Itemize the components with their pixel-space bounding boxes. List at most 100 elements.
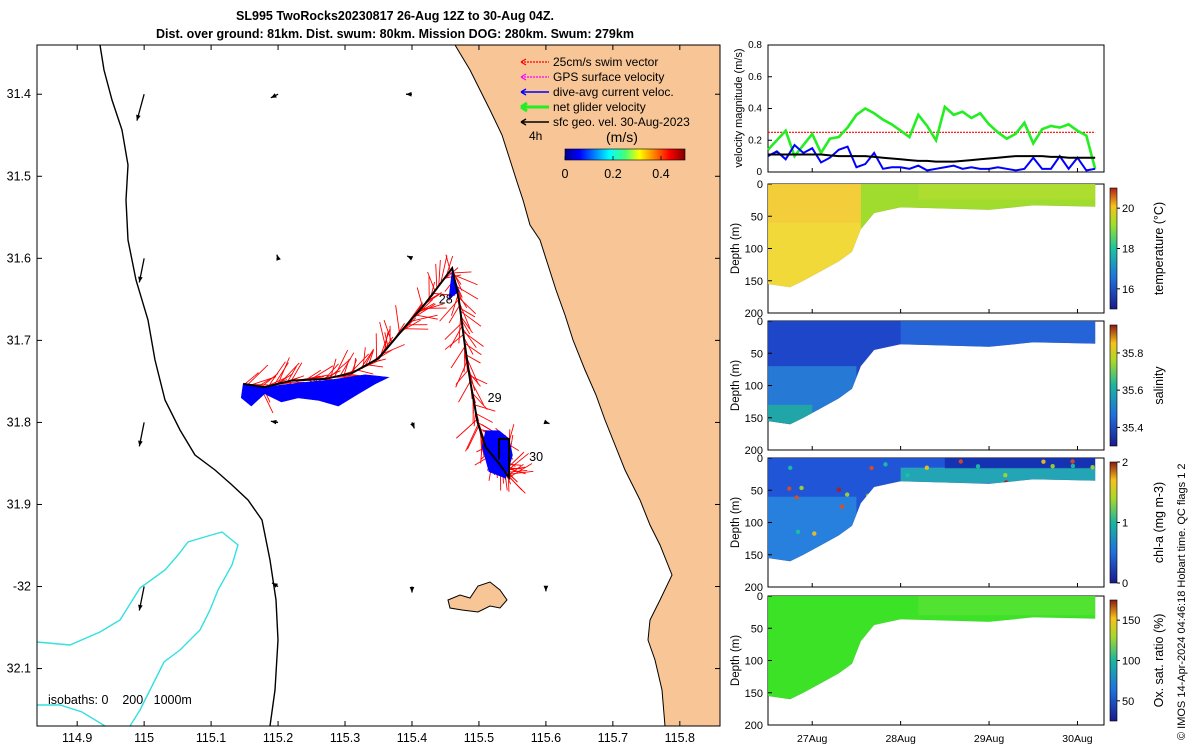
temp-shelf-surface [918,184,1096,200]
swim-vector [334,349,349,378]
isobath-200m [99,45,279,726]
colorbar-tick-label: 35.8 [1122,348,1143,360]
chart-title-line2: Dist. over ground: 81km. Dist. swum: 80k… [156,27,634,41]
section-xtick-label: 29Aug [974,733,1005,745]
swim-vector [462,328,477,348]
geo-arrow-head [138,440,143,447]
salinity-section-panel: 0 50 100 150 200 Depth (m) 35.4 35.6 35.8 salinit… [730,316,1166,457]
swim-vector [444,334,464,350]
chl-dot [883,462,888,467]
legend-time-note: 4h [529,129,542,143]
swim-vector [357,369,374,375]
map-xtick-label: 115.2 [263,731,293,745]
swim-vector [435,263,438,289]
colorbar-label: salinity [1152,366,1166,405]
swim-vector [469,378,484,405]
colorbar-tick-label: 35.4 [1122,422,1143,434]
section-ylabel: Depth (m) [730,635,742,686]
swim-vector [277,357,290,385]
swim-vector [368,350,374,364]
swim-vector [287,366,297,382]
swim-vector [247,364,269,385]
swim-vector [451,294,459,316]
swim-vector [438,259,441,286]
swim-vector [261,373,279,388]
section-ytick-label: 150 [745,550,763,562]
section-colorbar [1109,461,1118,584]
swim-vector [395,305,400,334]
colorbar-tick-label: 20 [1122,203,1134,215]
map-axes: 114.9 115 115.1 115.2 115.3 115.4 115.5 115.6 11… [7,45,720,745]
swim-vector [418,303,444,313]
swim-vector [508,463,533,478]
velocity-axes: 0 0.2 0.4 0.6 0.8 [748,40,1078,178]
geo-arrow-head [405,91,412,97]
section-ylabel: Depth (m) [730,497,742,548]
colorbar-tick-label: 0.2 [604,167,621,181]
colorbar-label: Ox. sat. ratio (%) [1152,614,1166,708]
swim-vector [462,331,484,347]
swim-vector [409,314,438,322]
swim-vector [448,304,461,324]
chl-dot [1041,459,1046,464]
swim-vector [475,413,493,423]
dive-avg-current-area [240,270,513,479]
chart-title-line1: SL995 TwoRocks20230817 26-Aug 12Z to 30-… [236,9,554,23]
swim-vector [445,255,454,276]
chl-dot [799,485,804,491]
legend-current-velocity: dive-avg current veloc. [553,85,674,99]
map-ytick-label: 31.8 [7,415,31,429]
section-colorbar [1109,599,1118,722]
swim-vector [472,392,488,410]
map-xtick-label: 115.7 [598,731,628,745]
swim-vector [461,319,471,335]
swim-vector [507,475,526,494]
swim-vector [440,255,448,284]
geo-arrow-head [543,585,549,592]
swim-vector [305,369,322,381]
colorbar-tick-label: 0 [1122,578,1128,590]
swim-vector [466,357,479,385]
section-ytick-label: 200 [745,582,763,594]
map-xtick-label: 115.6 [531,731,561,745]
section-colorbar [1109,324,1118,447]
swim-vector [508,453,529,470]
chl-shelf [900,467,1096,484]
section-ytick-label: 100 [745,518,763,530]
section-ytick-label: 200 [745,720,763,732]
section-ytick-label: 200 [745,445,763,457]
colorbar-tick-label: 150 [1122,615,1140,627]
colorbar-tick-label: 2 [1122,457,1128,469]
section-outline [767,183,1096,288]
velocity-series [767,104,1097,172]
chl-dot [1070,463,1076,469]
swim-vector [268,361,286,387]
section-xtick-label: 28Aug [885,733,916,745]
chl-dot [958,459,964,464]
section-ytick-label: 150 [745,413,763,425]
chl-dot [1070,459,1075,464]
section-outline [767,457,1096,562]
colorbar-tick-label: 0.4 [652,167,669,181]
island [447,581,508,613]
swim-vector [362,347,366,367]
map-ytick-label: 31.6 [7,251,31,265]
swim-vector [464,342,482,356]
swim-vector [366,364,384,368]
swim-vector [310,365,334,381]
swim-vector [244,372,259,385]
geo-arrow-head [270,419,277,425]
vel-ytick-label: 0.4 [748,104,762,115]
section-outline [767,320,1096,425]
map-xtick-label: 115.4 [397,731,427,745]
map-panel: 28 29 30 114.9 115 115.1 115.2 115.3 115.4 115.5… [7,44,721,745]
map-xtick-label: 115.8 [665,731,695,745]
swim-vector [416,287,423,307]
swim-vector [444,322,463,340]
map-xtick-label: 115.1 [196,731,226,745]
swim-vector [453,274,478,286]
colorbar-tick-label: 16 [1122,284,1134,296]
swim-vector [328,358,351,379]
swim-vector [383,332,389,352]
section-ytick-label: 0 [757,316,763,328]
